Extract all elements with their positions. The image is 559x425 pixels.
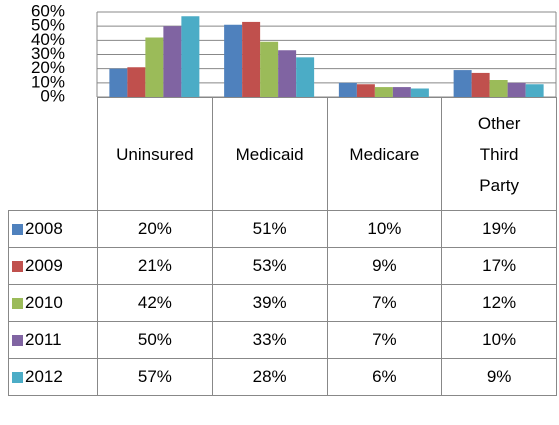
value-cell: 10% <box>441 321 557 359</box>
legend-label: 2010 <box>25 293 63 312</box>
y-tick-label: 20% <box>31 58 65 77</box>
value-cell: 53% <box>211 247 328 285</box>
bar <box>507 82 526 97</box>
y-tick-label: 40% <box>31 30 65 49</box>
value-cell: 19% <box>441 210 557 248</box>
legend-cell: 2012 <box>8 358 98 396</box>
legend-key <box>12 371 23 383</box>
legend-cell: 2011 <box>8 321 98 359</box>
value-cell: 17% <box>441 247 557 285</box>
y-tick-label: 60% <box>31 1 65 20</box>
legend-label: 2011 <box>25 330 62 349</box>
bar <box>278 50 297 97</box>
bar <box>489 80 508 97</box>
category-header: Medicaid <box>211 97 328 211</box>
legend-key <box>12 297 23 309</box>
value-cell: 12% <box>441 284 557 322</box>
bar <box>260 41 279 97</box>
value-cell: 6% <box>326 358 443 396</box>
bar <box>181 16 200 97</box>
bar <box>109 68 128 97</box>
bar <box>127 67 146 97</box>
category-header: Uninsured <box>97 97 213 211</box>
bar <box>338 82 357 97</box>
y-tick-label: 50% <box>31 16 65 35</box>
category-label: Medicaid <box>235 144 304 164</box>
legend-cell: 2010 <box>8 284 98 322</box>
legend-label: 2012 <box>25 367 63 386</box>
value-cell: 10% <box>326 210 443 248</box>
category-label: Uninsured <box>116 144 194 164</box>
legend-label: 2008 <box>25 219 63 238</box>
bar <box>453 70 472 97</box>
bar <box>471 72 490 97</box>
legend-key <box>12 223 23 235</box>
y-tick-label: 30% <box>31 44 65 63</box>
category-header: Medicare <box>326 97 443 211</box>
value-cell: 50% <box>97 321 213 359</box>
bar <box>374 87 393 97</box>
legend-cell: 2008 <box>8 210 98 248</box>
value-cell: 42% <box>97 284 213 322</box>
bar <box>296 57 315 97</box>
bar <box>163 26 182 98</box>
value-cell: 9% <box>326 247 443 285</box>
bar <box>145 37 164 97</box>
value-cell: 33% <box>211 321 328 359</box>
value-cell: 21% <box>97 247 213 285</box>
bar <box>242 21 261 98</box>
value-cell: 7% <box>326 321 443 359</box>
value-cell: 57% <box>97 358 213 396</box>
value-cell: 28% <box>211 358 328 396</box>
bar <box>410 88 429 97</box>
bar <box>356 84 375 97</box>
category-label: Other Third Party <box>477 113 521 195</box>
y-tick-label: 0% <box>40 86 65 105</box>
value-cell: 51% <box>211 210 328 248</box>
value-cell: 39% <box>211 284 328 322</box>
bar <box>392 87 411 97</box>
legend-key <box>12 260 23 272</box>
legend-key <box>12 334 23 346</box>
bar <box>224 24 243 97</box>
category-label: Medicare <box>349 144 420 164</box>
y-tick-label: 10% <box>31 72 65 91</box>
value-cell: 7% <box>326 284 443 322</box>
legend-cell: 2009 <box>8 247 98 285</box>
bar <box>525 84 544 97</box>
value-cell: 9% <box>441 358 557 396</box>
value-cell: 20% <box>97 210 213 248</box>
legend-label: 2009 <box>25 256 63 275</box>
category-header: Other Third Party <box>441 97 557 211</box>
